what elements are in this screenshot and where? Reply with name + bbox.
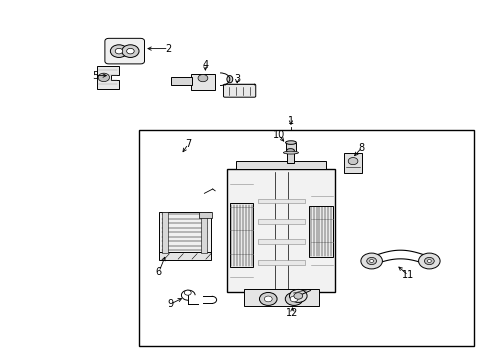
Text: 2: 2 [165, 44, 171, 54]
Text: 7: 7 [185, 139, 191, 149]
Circle shape [264, 296, 272, 302]
Circle shape [110, 45, 127, 58]
Text: 12: 12 [285, 308, 298, 318]
Text: 11: 11 [401, 270, 414, 280]
Circle shape [259, 292, 277, 305]
Bar [257, 239, 304, 244]
Circle shape [369, 260, 373, 262]
Bar [227, 169, 334, 292]
Bar [257, 219, 304, 224]
Text: 3: 3 [234, 74, 240, 84]
Circle shape [289, 296, 297, 302]
Bar [308, 206, 332, 257]
FancyBboxPatch shape [104, 39, 144, 64]
Bar [285, 143, 296, 153]
Circle shape [285, 292, 302, 305]
Circle shape [184, 290, 191, 295]
Polygon shape [97, 66, 118, 89]
Bar [190, 74, 215, 90]
Bar [139, 130, 473, 346]
Bar [243, 289, 318, 306]
Bar [171, 77, 191, 85]
Text: 8: 8 [358, 143, 364, 153]
FancyBboxPatch shape [223, 84, 255, 97]
Text: 1: 1 [287, 116, 293, 126]
Circle shape [424, 257, 433, 265]
Circle shape [293, 293, 302, 299]
Ellipse shape [285, 141, 296, 144]
Bar [159, 252, 210, 260]
Bar [229, 203, 253, 267]
Text: 9: 9 [167, 299, 173, 309]
Circle shape [360, 253, 382, 269]
Circle shape [289, 289, 306, 302]
Circle shape [418, 253, 439, 269]
Bar [257, 260, 304, 265]
Bar [257, 199, 304, 203]
Circle shape [198, 75, 207, 82]
Bar [343, 153, 362, 173]
Circle shape [347, 158, 357, 165]
Circle shape [427, 260, 430, 262]
Text: 4: 4 [202, 60, 208, 70]
Circle shape [122, 45, 139, 58]
Bar [159, 211, 210, 253]
Bar [236, 161, 325, 169]
Circle shape [126, 48, 134, 54]
Circle shape [98, 73, 109, 82]
Bar [201, 211, 207, 253]
Text: 5: 5 [92, 71, 98, 81]
Bar [162, 211, 168, 253]
Text: 10: 10 [272, 130, 285, 140]
Bar [199, 211, 212, 218]
Ellipse shape [286, 149, 294, 152]
Ellipse shape [283, 151, 298, 154]
Text: 6: 6 [156, 267, 162, 277]
Circle shape [366, 257, 376, 265]
Bar [286, 150, 294, 163]
Circle shape [115, 48, 122, 54]
Ellipse shape [226, 76, 232, 83]
